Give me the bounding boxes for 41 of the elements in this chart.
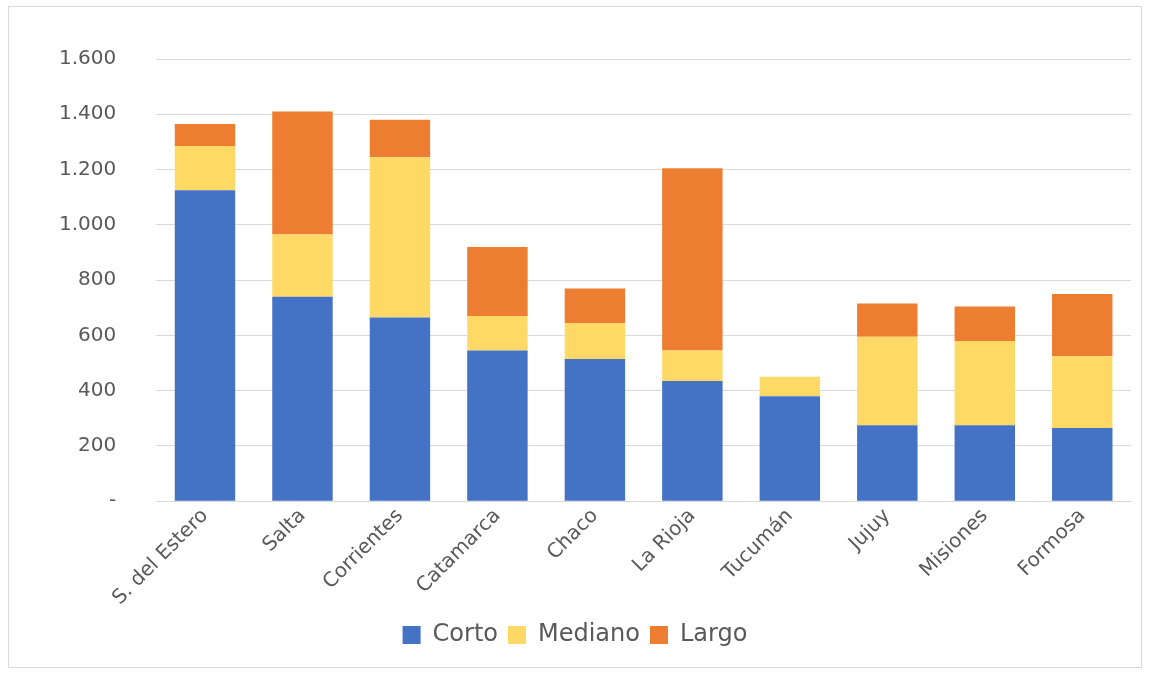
bar (662, 168, 723, 351)
bar (857, 425, 918, 501)
bar (564, 322, 626, 359)
bar (272, 296, 333, 501)
bar (954, 340, 1016, 426)
bar (369, 317, 431, 501)
bar (369, 119, 431, 158)
bar (1052, 293, 1113, 357)
bar (272, 111, 333, 235)
y-tick-label: 1.000 (58, 211, 117, 236)
bar (759, 396, 821, 501)
bar (857, 303, 918, 337)
bar (662, 350, 723, 382)
bar (1052, 428, 1113, 501)
y-tick-label: 200 (78, 432, 117, 457)
bar (662, 381, 723, 501)
bar (369, 157, 431, 318)
legend-label: Mediano (537, 619, 640, 648)
bar (1052, 356, 1113, 429)
bar (467, 350, 528, 501)
bar (174, 190, 236, 501)
y-tick-label: 800 (78, 266, 117, 291)
bar (564, 288, 626, 323)
y-tick-label: 1.600 (58, 45, 117, 70)
bar (954, 306, 1016, 341)
bar (857, 336, 918, 426)
y-tick-label: - (109, 487, 117, 512)
bar (174, 123, 236, 147)
bar (467, 316, 528, 351)
y-tick-label: 1.200 (58, 155, 117, 180)
legend-label: Largo (679, 619, 748, 648)
bar (272, 234, 333, 297)
bar (759, 376, 821, 397)
y-tick-label: 400 (78, 376, 117, 401)
bar (174, 146, 236, 191)
bar (954, 425, 1016, 501)
y-tick-label: 1.400 (58, 100, 117, 125)
legend-label: Corto (432, 619, 498, 648)
y-tick-label: 600 (78, 321, 117, 346)
bar (467, 246, 528, 317)
bar (564, 358, 626, 501)
